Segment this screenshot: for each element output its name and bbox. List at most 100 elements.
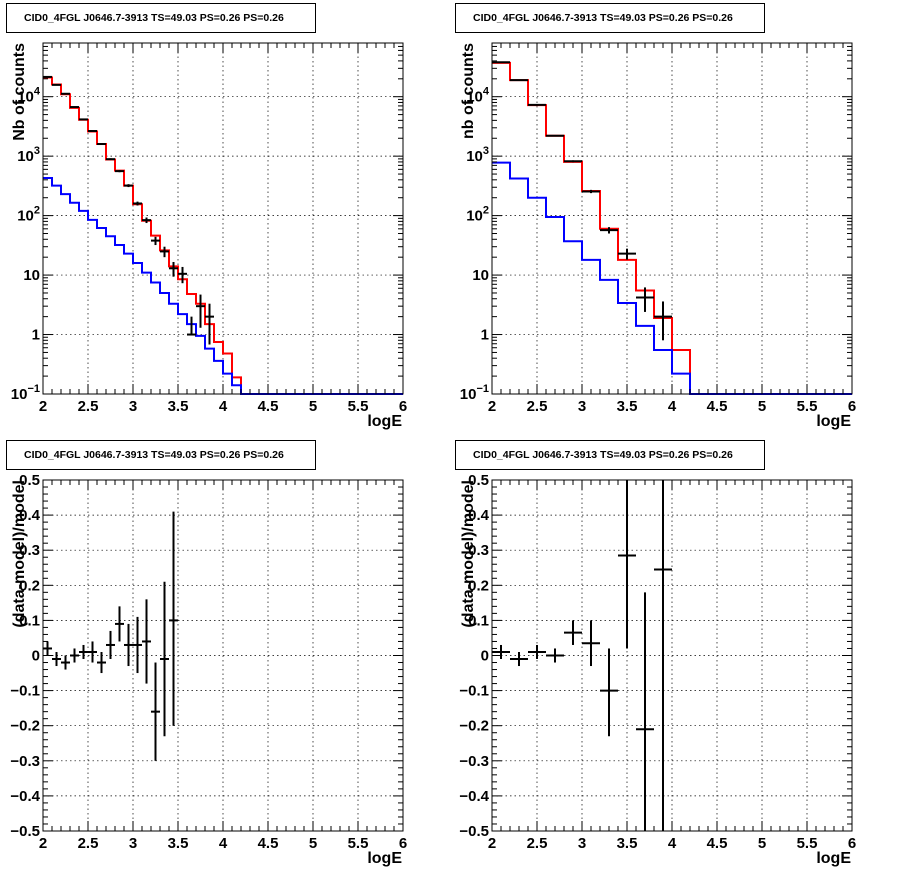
x-tick-label: 2: [488, 398, 496, 415]
data-point: [142, 599, 151, 684]
chart-svg: 2 2.5 3 3.5 4 4.5 5 5.5 6 −0.5 −0.4 −0.3 −0.2 −0.1 0 0.…: [459, 472, 856, 867]
y-tick-label-exponent: 4: [34, 86, 41, 98]
data-point: [169, 511, 178, 726]
x-tick-label: 2.5: [527, 398, 548, 415]
y-tick-label: −0.3: [459, 753, 489, 770]
x-tick-label: 2: [488, 835, 496, 852]
x-axis-label: logE: [816, 413, 851, 430]
y-tick-label: 1: [32, 327, 40, 344]
x-axis-label: logE: [367, 413, 402, 430]
y-tick-label-base: 10: [460, 386, 477, 403]
x-tick-label: 3.5: [617, 398, 638, 415]
data-point: [618, 480, 636, 649]
data-point: [70, 106, 79, 109]
x-tick-label: 3: [129, 398, 137, 415]
data-point: [510, 651, 528, 667]
data-point: [564, 620, 582, 645]
x-tick-label: 4.5: [707, 835, 728, 852]
data-point: [133, 616, 142, 674]
x-tick-label: 3: [129, 835, 137, 852]
x-tick-label: 6: [848, 835, 856, 852]
y-tick-label: −0.1: [459, 683, 489, 700]
y-tick-label-base: 10: [17, 208, 34, 225]
y-tick-label-base: 10: [466, 148, 483, 165]
y-tick-label-exponent: 2: [34, 205, 40, 217]
data-point: [528, 103, 546, 106]
y-tick-label: 102: [466, 205, 489, 225]
x-tick-label: 3.5: [168, 398, 189, 415]
data-point: [600, 227, 618, 234]
y-tick-label-exponent: 2: [483, 205, 489, 217]
data-point: [528, 644, 546, 660]
x-tick-label: 5: [309, 398, 317, 415]
x-tick-label: 2: [39, 398, 47, 415]
x-tick-label: 4.5: [258, 398, 279, 415]
data-point: [52, 651, 61, 667]
data-point: [160, 246, 169, 258]
y-tick-label-exponent: 4: [483, 86, 490, 98]
y-tick-label: −0.3: [10, 753, 40, 770]
x-tick-label: 5.5: [797, 398, 818, 415]
data-point: [582, 189, 600, 194]
x-tick-label: 4.5: [258, 835, 279, 852]
x-tick-label: 2.5: [78, 398, 99, 415]
data-point: [160, 581, 169, 737]
x-tick-label: 3: [578, 835, 586, 852]
data-point: [492, 644, 510, 660]
y-tick-label: −0.2: [10, 718, 40, 735]
y-tick-label: 0.1: [468, 612, 489, 629]
y-tick-label: 0.4: [19, 507, 41, 524]
x-tick-label: 4.5: [707, 398, 728, 415]
y-tick-label: 10: [472, 267, 489, 284]
x-tick-label: 5: [309, 835, 317, 852]
data-point: [61, 655, 70, 670]
data-point: [88, 641, 97, 663]
y-tick-label-base: 10: [466, 208, 483, 225]
y-tick-label: −0.5: [10, 823, 40, 840]
y-tick-label: 10: [23, 267, 40, 284]
y-tick-label: −0.4: [459, 788, 489, 805]
y-tick-label: 0.3: [468, 542, 489, 559]
y-axis-label: (data-model)/model: [11, 480, 28, 628]
data-point: [564, 160, 582, 163]
y-tick-label: 103: [17, 145, 40, 165]
data-point: [600, 648, 618, 737]
data-point: [205, 303, 214, 345]
y-axis-label: (data-model)/model: [460, 480, 477, 628]
y-tick-label: 0: [32, 648, 40, 665]
data-point: [636, 287, 654, 312]
data-point: [70, 648, 79, 663]
panel-counts-left: CID0_4FGL J0646.7-3913 TS=49.03 PS=0.26 …: [0, 0, 449, 437]
y-tick-label: 0.1: [19, 612, 40, 629]
chart-title: CID0_4FGL J0646.7-3913 TS=49.03 PS=0.26 …: [6, 440, 316, 470]
data-point: [124, 184, 133, 188]
x-tick-label: 5.5: [348, 835, 369, 852]
y-tick-label: 0.2: [468, 577, 489, 594]
y-tick-label: −0.5: [459, 823, 489, 840]
data-point: [654, 480, 672, 831]
data-point: [97, 651, 106, 674]
x-tick-label: 5.5: [348, 398, 369, 415]
chart-svg: 2 2.5 3 3.5 4 4.5 5 5.5 610−1110102103104logENb …: [11, 42, 407, 430]
x-tick-label: 2.5: [78, 835, 99, 852]
x-tick-label: 2: [39, 835, 47, 852]
data-point: [97, 143, 106, 146]
y-tick-label: 104: [17, 86, 41, 106]
x-tick-label: 3: [578, 398, 586, 415]
data-point: [618, 248, 636, 260]
x-tick-label: 5.5: [797, 835, 818, 852]
y-tick-label: 0.5: [19, 472, 40, 489]
data-point: [79, 644, 88, 660]
data-point: [142, 217, 151, 224]
data-point: [196, 294, 205, 328]
y-tick-label: 0: [481, 648, 489, 665]
data-point: [79, 118, 88, 121]
data-point: [61, 92, 70, 95]
y-tick-label: 102: [17, 205, 40, 225]
y-tick-label-base: 10: [17, 89, 34, 106]
x-tick-label: 2.5: [527, 835, 548, 852]
x-tick-label: 4: [668, 398, 677, 415]
y-tick-label-base: 10: [466, 89, 483, 106]
y-tick-label-base: 10: [17, 148, 34, 165]
y-axis-label: nb of counts: [460, 43, 477, 139]
